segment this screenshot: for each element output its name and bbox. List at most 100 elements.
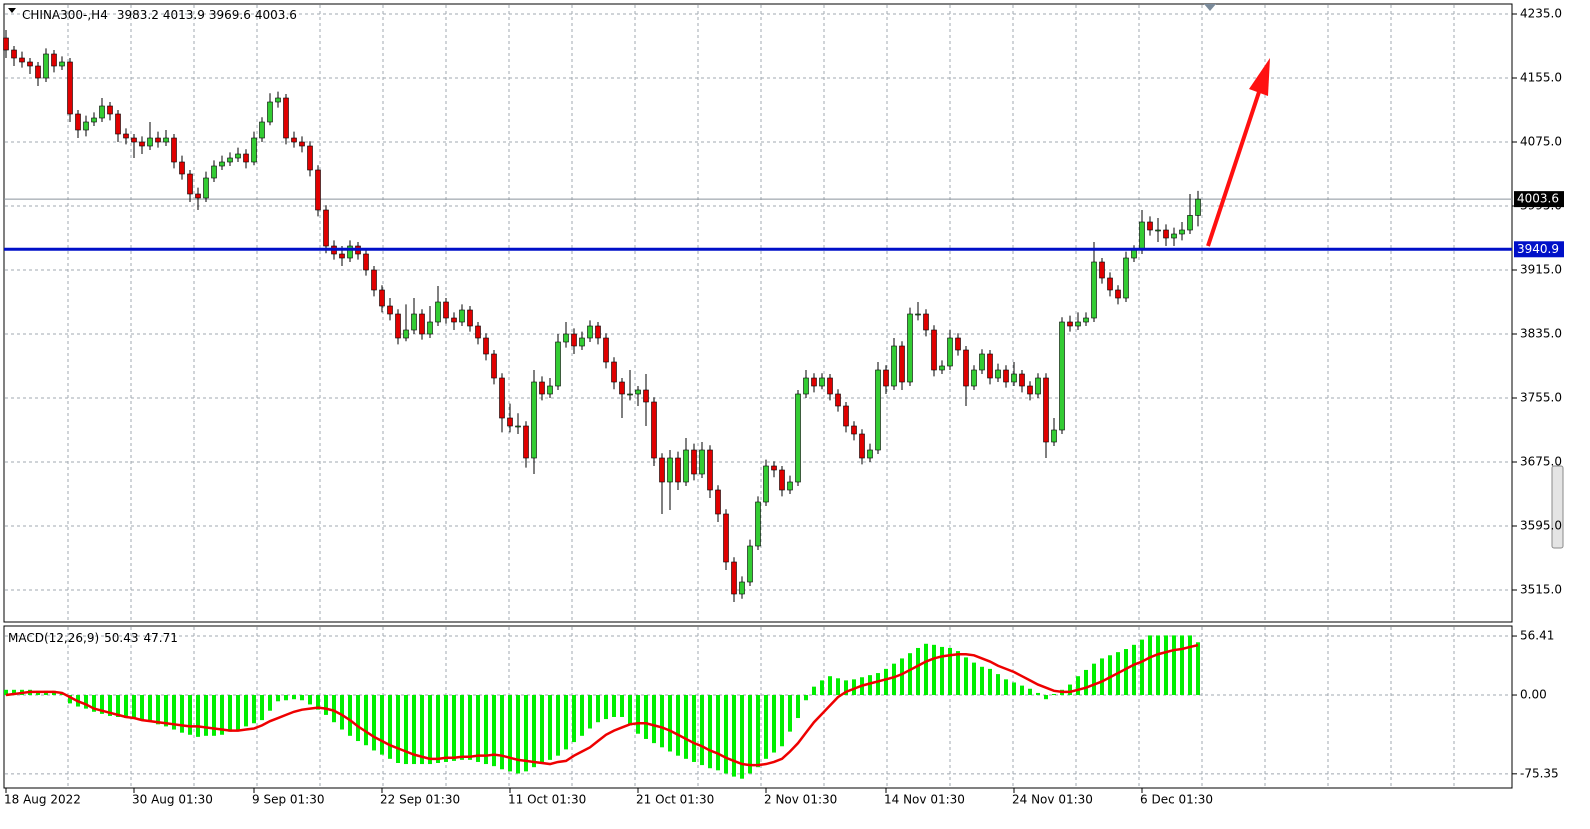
candle-body: [827, 377, 833, 395]
macd-histogram-bar: [252, 695, 256, 724]
ohlc-value: 4003.6: [255, 8, 297, 22]
candle-body: [803, 377, 809, 395]
macd-histogram-bar: [580, 695, 584, 736]
candle-body: [931, 329, 937, 371]
candle-body: [323, 209, 329, 247]
macd-histogram-bar: [468, 695, 472, 760]
candle-body: [491, 353, 497, 379]
candle-body: [963, 349, 969, 387]
candle-body: [1163, 229, 1169, 239]
candle-body: [443, 301, 449, 319]
macd-histogram-bar: [380, 695, 384, 755]
candle-body: [107, 105, 113, 115]
symbol-menu-arrow[interactable]: [8, 8, 16, 13]
macd-histogram-bar: [652, 695, 656, 744]
macd-histogram-bar: [12, 689, 16, 696]
candle-body: [403, 329, 409, 339]
candle-body: [371, 269, 377, 291]
candle-body: [619, 381, 625, 395]
macd-histogram-bar: [1132, 644, 1136, 696]
candle-body: [971, 369, 977, 387]
candle-body: [363, 253, 369, 271]
macd-histogram-bar: [964, 657, 968, 696]
macd-histogram-bar: [876, 673, 880, 696]
candle-body: [67, 61, 73, 115]
macd-histogram-bar: [548, 695, 552, 760]
candle-body: [795, 393, 801, 483]
candle-body: [91, 117, 97, 123]
macd-histogram-bar: [924, 643, 928, 696]
macd-histogram-bar: [620, 695, 624, 717]
candle-body: [427, 321, 433, 335]
candle-body: [1067, 321, 1073, 327]
macd-signal-value: 47.71: [144, 631, 178, 645]
candle-body: [131, 137, 137, 143]
macd-histogram-bar: [772, 695, 776, 753]
candle-body: [531, 381, 537, 459]
macd-histogram-bar: [60, 693, 64, 696]
candle-body: [891, 345, 897, 387]
macd-histogram-bar: [316, 695, 320, 710]
macd-histogram-bar: [212, 695, 216, 736]
macd-histogram-bar: [132, 695, 136, 720]
x-tick-label: 6 Dec 01:30: [1140, 793, 1213, 807]
macd-histogram-bar: [844, 680, 848, 696]
macd-histogram-bar: [108, 695, 112, 716]
macd-histogram-bar: [1076, 676, 1080, 696]
macd-histogram-bar: [908, 653, 912, 696]
macd-histogram-bar: [980, 666, 984, 696]
macd-histogram-bar: [444, 695, 448, 762]
macd-histogram-bar: [740, 695, 744, 779]
macd-histogram-bar: [404, 695, 408, 765]
x-tick-label: 14 Nov 01:30: [884, 793, 965, 807]
x-tick-label: 18 Aug 2022: [4, 793, 81, 807]
candle-body: [251, 137, 257, 163]
candle-body: [387, 305, 393, 315]
ohlc-value: 3969.6: [209, 8, 251, 22]
candle-body: [1115, 289, 1121, 299]
macd-histogram-bar: [972, 662, 976, 696]
x-tick-label: 11 Oct 01:30: [508, 793, 586, 807]
macd-histogram-bar: [748, 695, 752, 774]
macd-histogram-bar: [1028, 688, 1032, 696]
macd-histogram-bar: [172, 695, 176, 730]
macd-histogram-bar: [428, 695, 432, 765]
macd-histogram-bar: [692, 695, 696, 762]
x-tick-label: 24 Nov 01:30: [1012, 793, 1093, 807]
candle-body: [467, 309, 473, 327]
candle-body: [1107, 277, 1113, 291]
candle-body: [1187, 215, 1193, 231]
macd-histogram-bar: [268, 695, 272, 711]
candle-body: [211, 165, 217, 179]
candle-body: [1139, 221, 1145, 251]
scale-handle[interactable]: [1551, 465, 1564, 549]
macd-histogram-bar: [188, 695, 192, 735]
macd-histogram-bar: [820, 680, 824, 696]
candle-body: [235, 153, 241, 159]
candle-body: [259, 121, 265, 139]
candle-body: [59, 61, 65, 67]
macd-histogram-bar: [852, 679, 856, 696]
candle-body: [227, 157, 233, 163]
macd-histogram-bar: [1148, 635, 1152, 696]
macd-histogram-bar: [1012, 682, 1016, 696]
annotation-arrow-head: [1249, 58, 1270, 96]
candle-body: [35, 65, 41, 79]
y-tick-label: 3675.0: [1520, 455, 1562, 469]
y-tick-label: 0.00: [1520, 688, 1547, 702]
macd-histogram-bar: [100, 695, 104, 714]
y-tick-label: 4155.0: [1520, 71, 1562, 85]
macd-histogram-bar: [1172, 635, 1176, 696]
candle-body: [603, 337, 609, 363]
macd-header: MACD(12,26,9) 50.43 47.71: [8, 631, 178, 645]
macd-histogram-bar: [1156, 635, 1160, 696]
candle-body: [635, 389, 641, 395]
candle-body: [611, 361, 617, 383]
candle-body: [219, 161, 225, 167]
candle-body: [627, 393, 633, 396]
candle-body: [867, 449, 873, 459]
macd-histogram-bar: [836, 678, 840, 696]
candle-body: [1179, 229, 1185, 235]
y-tick-label: 3835.0: [1520, 327, 1562, 341]
